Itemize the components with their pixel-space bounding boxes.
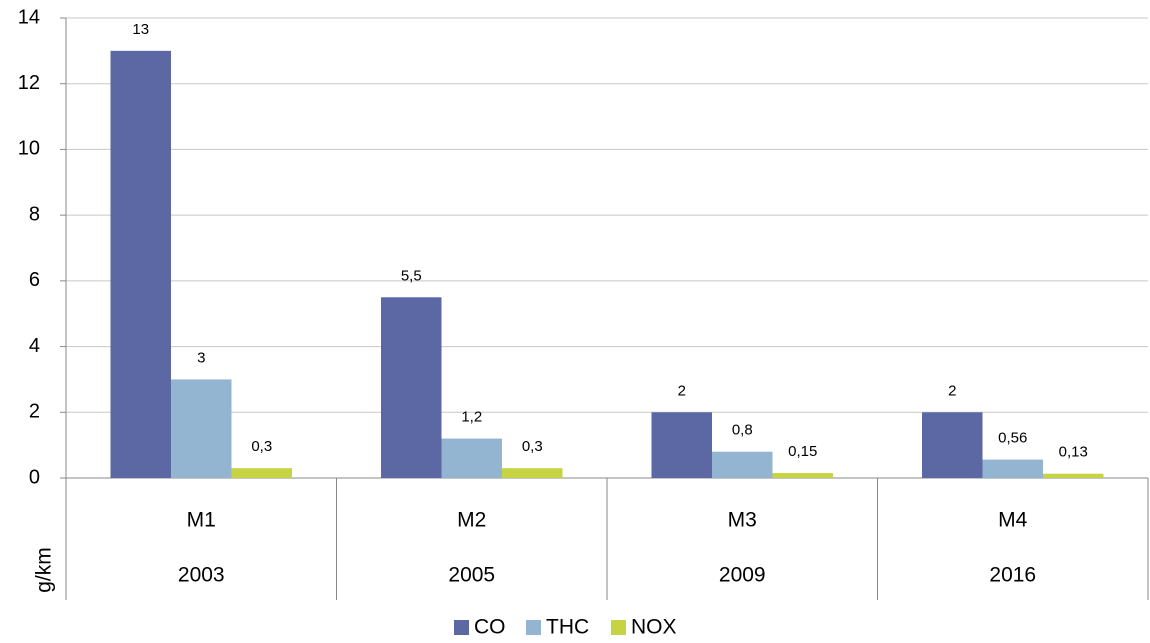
x-tick-label: M4: [998, 509, 1027, 532]
y-tick-label: 8: [29, 203, 40, 225]
x-group-label: 2016: [989, 564, 1036, 587]
value-label: 1,2: [461, 409, 482, 426]
bar: [712, 451, 773, 478]
y-tick-label: 2: [29, 401, 40, 423]
y-tick-label: 10: [18, 138, 40, 160]
value-label: 13: [132, 21, 149, 38]
bar: [441, 438, 502, 478]
legend-swatch: [611, 620, 626, 635]
value-label: 0,8: [732, 422, 753, 439]
bar: [502, 468, 563, 478]
value-label: 0,3: [251, 438, 272, 455]
y-tick-label: 12: [18, 72, 40, 94]
x-group-label: 2009: [719, 564, 766, 587]
bar: [381, 297, 442, 478]
legend-label: NOX: [631, 616, 677, 639]
x-tick-label: M3: [728, 509, 757, 532]
y-tick-label: 4: [29, 335, 40, 357]
value-label: 0,15: [788, 443, 817, 460]
value-label: 0,56: [998, 430, 1027, 447]
bar: [982, 459, 1043, 478]
value-label: 2: [948, 382, 956, 399]
x-group-label: 2005: [448, 564, 495, 587]
bar: [231, 468, 292, 478]
bar: [922, 412, 983, 478]
legend-swatch: [454, 620, 469, 635]
y-tick-label: 6: [29, 269, 40, 291]
value-label: 5,5: [401, 267, 422, 284]
bar: [772, 473, 833, 478]
value-label: 0,13: [1059, 444, 1088, 461]
bar: [651, 412, 712, 478]
bar: [110, 50, 171, 478]
bar: [1043, 473, 1104, 478]
legend-label: THC: [546, 616, 589, 639]
legend-swatch: [526, 620, 541, 635]
value-label: 2: [678, 382, 686, 399]
value-label: 3: [197, 349, 205, 366]
y-axis-label: g/km: [33, 547, 56, 593]
x-tick-label: M1: [187, 509, 216, 532]
y-tick-label: 14: [18, 6, 40, 28]
value-label: 0,3: [522, 438, 543, 455]
y-tick-label: 0: [29, 466, 40, 488]
bar: [171, 379, 232, 478]
x-tick-label: M2: [457, 509, 486, 532]
x-group-label: 2003: [178, 564, 225, 587]
legend-label: CO: [474, 616, 506, 639]
